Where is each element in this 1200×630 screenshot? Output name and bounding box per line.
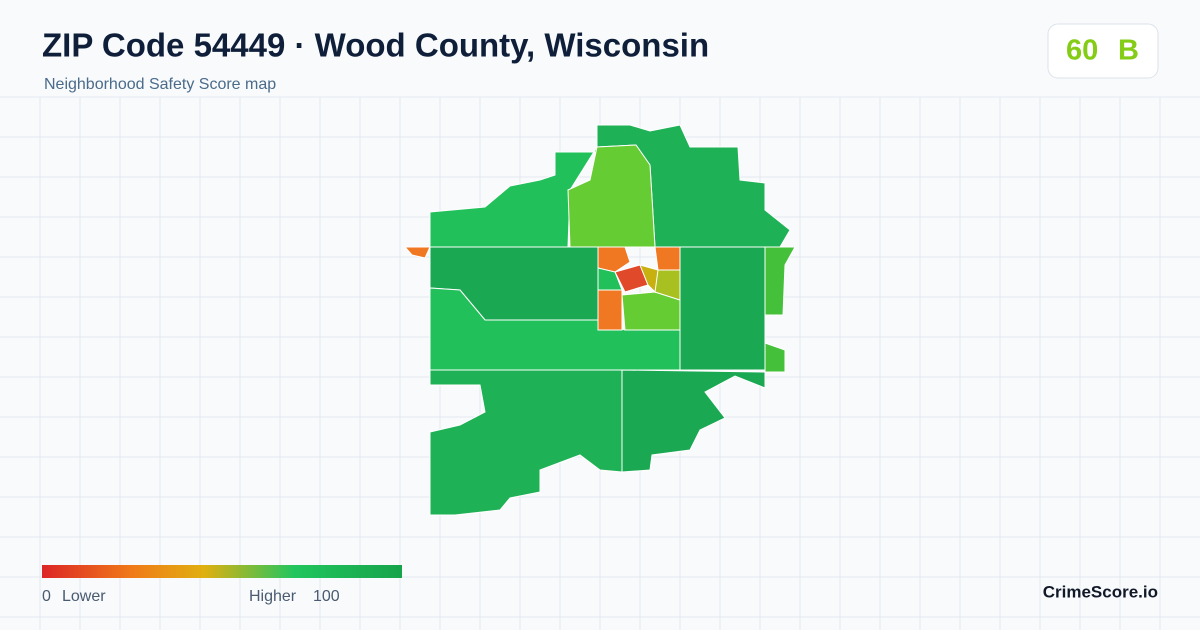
subtitle: Neighborhood Safety Score map xyxy=(44,76,276,93)
title: ZIP Code 54449 · Wood County, Wisconsin xyxy=(42,27,709,64)
score-badge xyxy=(1047,23,1159,79)
score-grade: B xyxy=(1118,35,1139,67)
region xyxy=(679,246,766,371)
legend-max: 100 xyxy=(313,588,340,605)
legend-bar xyxy=(42,565,402,578)
region xyxy=(621,291,681,331)
legend-low-label: Lower xyxy=(62,588,106,605)
brand: CrimeScore.io xyxy=(1043,582,1158,601)
legend-min: 0 xyxy=(42,588,51,605)
region xyxy=(639,264,659,294)
region xyxy=(764,342,786,373)
region xyxy=(597,267,623,291)
region xyxy=(403,246,431,259)
region xyxy=(764,246,796,316)
score-value: 60 xyxy=(1066,35,1098,67)
legend-high-label: Higher xyxy=(249,588,297,605)
region xyxy=(429,369,623,516)
region xyxy=(654,246,681,271)
region xyxy=(597,289,623,331)
region xyxy=(621,369,766,473)
map xyxy=(403,124,796,516)
region xyxy=(597,246,631,273)
